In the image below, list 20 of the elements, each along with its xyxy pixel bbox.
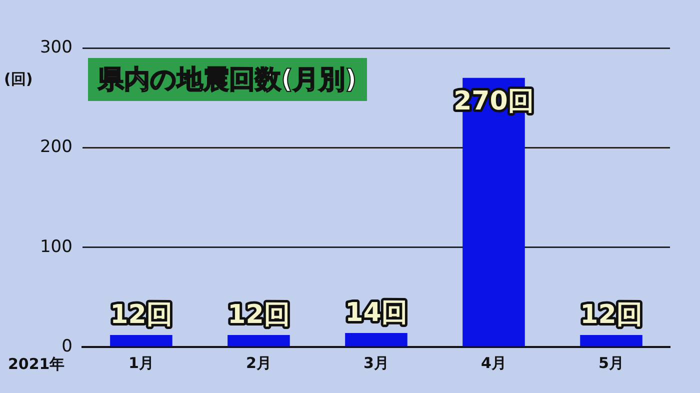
data-label: 14回 — [345, 298, 408, 328]
text: 県内の地震回数(月別) — [88, 58, 367, 101]
y-tick-label: 300 — [40, 37, 72, 58]
text: 2021年 — [8, 354, 65, 373]
x-tick-label: 2月 — [246, 354, 272, 372]
bar — [580, 335, 642, 346]
x-tick-label: 4月 — [481, 354, 506, 372]
data-label: 12回 — [580, 300, 642, 330]
y-tick-label: 0 — [62, 336, 72, 356]
bar — [228, 335, 290, 346]
x-tick-label: 5月 — [598, 354, 624, 372]
y-tick-label: 100 — [40, 236, 72, 257]
bar — [345, 333, 408, 346]
bar — [110, 335, 172, 346]
y-axis-title: (回) — [4, 70, 33, 88]
data-label: 12回 — [228, 300, 290, 330]
x-tick-label: 3月 — [364, 354, 389, 372]
y-tick-label: 200 — [40, 137, 72, 158]
data-label: 12回 — [110, 300, 172, 330]
x-tick-label: 1月 — [128, 354, 154, 372]
